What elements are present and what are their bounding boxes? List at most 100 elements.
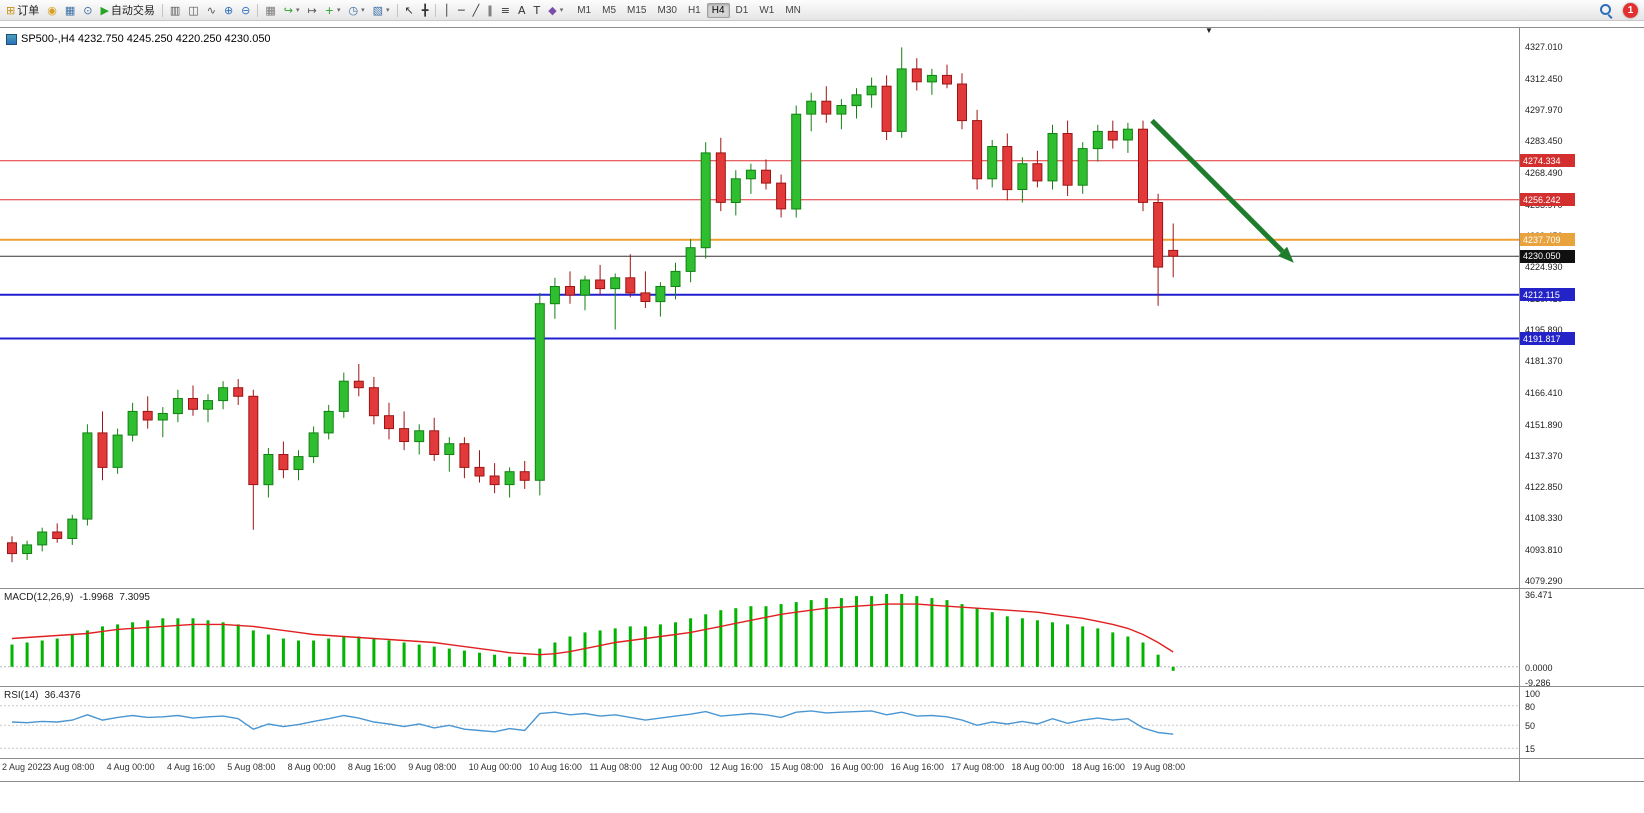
zoom-out-button[interactable]: ⊖ (237, 1, 254, 20)
time-tick-label: 10 Aug 00:00 (468, 762, 522, 772)
vertical-line-button[interactable]: │ (439, 1, 454, 20)
price-tick: 4108.330 (1525, 513, 1563, 524)
time-tick-label: 18 Aug 16:00 (1071, 762, 1125, 772)
macd-separator[interactable] (0, 588, 1644, 589)
candlestick-chart-button[interactable]: ◫ (184, 1, 202, 20)
line-chart-button[interactable]: ∿ (203, 1, 220, 20)
cursor-button[interactable]: ↖ (401, 1, 418, 20)
new-order-button-label: 订单 (17, 5, 40, 17)
notification-badge[interactable]: 1 (1623, 3, 1638, 18)
tile-windows-button[interactable]: ▦ (261, 1, 279, 20)
horizontal-line-button[interactable]: ─ (454, 1, 469, 20)
data-window-button[interactable]: ⊙ (79, 1, 96, 20)
time-tick-label: 12 Aug 16:00 (709, 762, 763, 772)
time-tick-label: 9 Aug 08:00 (408, 762, 457, 772)
price-tick: 4093.810 (1525, 544, 1563, 555)
rsi-name: RSI(14) (4, 690, 39, 701)
macd-pane[interactable]: MACD(12,26,9) -1.9968 7.3095 (0, 590, 1519, 686)
toolbar-separator (435, 3, 437, 17)
timeframe-h1-button[interactable]: H1 (687, 4, 701, 16)
timeframe-m5-button[interactable]: M5 (602, 4, 617, 16)
price-axis[interactable]: 4327.010 4312.450 4297.970 4283.450 4268.490… (1520, 28, 1644, 781)
rsi-separator[interactable] (0, 686, 1644, 687)
timeframe-d1-button[interactable]: D1 (735, 4, 749, 16)
auto-scroll-icon: ↪ (283, 3, 294, 17)
cursor-icon: ↖ (404, 3, 414, 17)
time-tick-label: 16 Aug 16:00 (890, 762, 944, 772)
price-tick: 4312.450 (1525, 73, 1563, 84)
periods-button[interactable]: ◷ (344, 1, 368, 20)
time-axis[interactable]: 2 Aug 2022 3 Aug 08:00 4 Aug 00:00 4 Aug 16… (0, 759, 1519, 781)
zoom-in-button[interactable]: ⊕ (220, 1, 237, 20)
price-level-badge[interactable]: 4256.242 (1520, 193, 1575, 207)
timeframe-w1-button[interactable]: W1 (759, 4, 775, 16)
time-tick-label: 16 Aug 00:00 (830, 762, 884, 772)
zoom-in-icon: ⊕ (223, 3, 234, 17)
symbol-icon (6, 33, 17, 45)
text-button[interactable]: A (514, 1, 530, 20)
trendline-button[interactable]: ╱ (469, 1, 484, 20)
price-tick: 4195.890 (1525, 324, 1563, 335)
time-tick-label: 11 Aug 08:00 (589, 762, 642, 772)
time-tick-label: 19 Aug 08:00 (1132, 762, 1186, 772)
timeframe-h4-button[interactable]: H4 (706, 2, 730, 18)
autotrade-icon: ▶ (100, 3, 109, 17)
data-window-icon: ⊙ (83, 3, 93, 17)
alerts-icon: ◉ (47, 3, 57, 17)
arrows-button[interactable]: ◆ (544, 1, 567, 20)
autotrade-button[interactable]: ▶ 自动交易 (96, 1, 158, 20)
crosshair-icon: ╋ (421, 3, 429, 17)
time-tick-label: 15 Aug 08:00 (770, 762, 824, 772)
price-tick: 4268.490 (1525, 168, 1563, 179)
chart-shift-button[interactable]: ↦ (304, 1, 321, 20)
rsi-pane[interactable]: RSI(14) 36.4376 (0, 688, 1519, 758)
price-chart-pane[interactable] (0, 28, 1519, 588)
new-order-icon: ⊞ (6, 3, 16, 17)
crosshair-button[interactable]: ╋ (418, 1, 433, 20)
time-tick-label: 17 Aug 08:00 (951, 762, 1005, 772)
price-level-badge[interactable]: 4274.334 (1520, 154, 1575, 168)
bar-chart-button[interactable]: ▥ (166, 1, 184, 20)
market-watch-button[interactable]: ▦ (61, 1, 79, 20)
timeframe-m30-button[interactable]: M30 (657, 4, 677, 16)
time-tick-label: 10 Aug 16:00 (528, 762, 582, 772)
price-tick: 4151.890 (1525, 419, 1563, 430)
price-tick: 4297.970 (1525, 104, 1563, 115)
new-order-button[interactable]: ⊞ 订单 (2, 1, 43, 20)
toolbar-separator (257, 3, 259, 17)
templates-icon: ▧ (372, 3, 384, 17)
current-price-badge: 4230.050 (1520, 249, 1575, 263)
fibonacci-button[interactable]: ≡ (497, 1, 514, 20)
zoom-out-icon: ⊖ (241, 3, 251, 17)
price-tick: 4224.930 (1525, 262, 1563, 273)
rsi-axis-label: 50 (1525, 721, 1536, 732)
price-chart[interactable] (0, 28, 1519, 588)
price-level-badge[interactable]: 4212.115 (1520, 288, 1575, 302)
macd-signal-line (11, 603, 1174, 656)
search-icon[interactable] (1599, 3, 1614, 19)
indicators-button[interactable]: + (321, 1, 345, 20)
price-level-badge[interactable]: 4237.709 (1520, 233, 1575, 247)
label-button[interactable]: T (530, 1, 545, 20)
timeframe-m15-button[interactable]: M15 (627, 4, 647, 16)
price-level-badge[interactable]: 4191.817 (1520, 332, 1575, 345)
macd-chart[interactable] (0, 590, 1519, 686)
rsi-label: RSI(14) 36.4376 (4, 690, 81, 701)
auto-scroll-button[interactable]: ↪ (280, 1, 304, 20)
trend-arrow[interactable] (1150, 118, 1294, 263)
alerts-button[interactable]: ◉ (43, 1, 61, 20)
time-tick-label: 4 Aug 16:00 (167, 762, 216, 772)
trendline-icon: ╱ (472, 3, 480, 17)
label-icon: T (533, 3, 541, 17)
price-tick: 4327.010 (1525, 42, 1563, 53)
time-axis-separator (0, 758, 1644, 759)
timeframe-mn-button[interactable]: MN (785, 4, 801, 16)
time-tick-label: 2 Aug 2022 (2, 762, 48, 772)
rsi-chart[interactable] (0, 688, 1519, 758)
time-tick-label: 3 Aug 08:00 (46, 762, 95, 772)
bottom-border (0, 781, 1644, 782)
timeframe-m1-button[interactable]: M1 (577, 4, 592, 16)
channel-button[interactable]: ∥ (483, 1, 497, 20)
templates-button[interactable]: ▧ (369, 1, 394, 20)
time-tick-label: 4 Aug 00:00 (106, 762, 155, 772)
